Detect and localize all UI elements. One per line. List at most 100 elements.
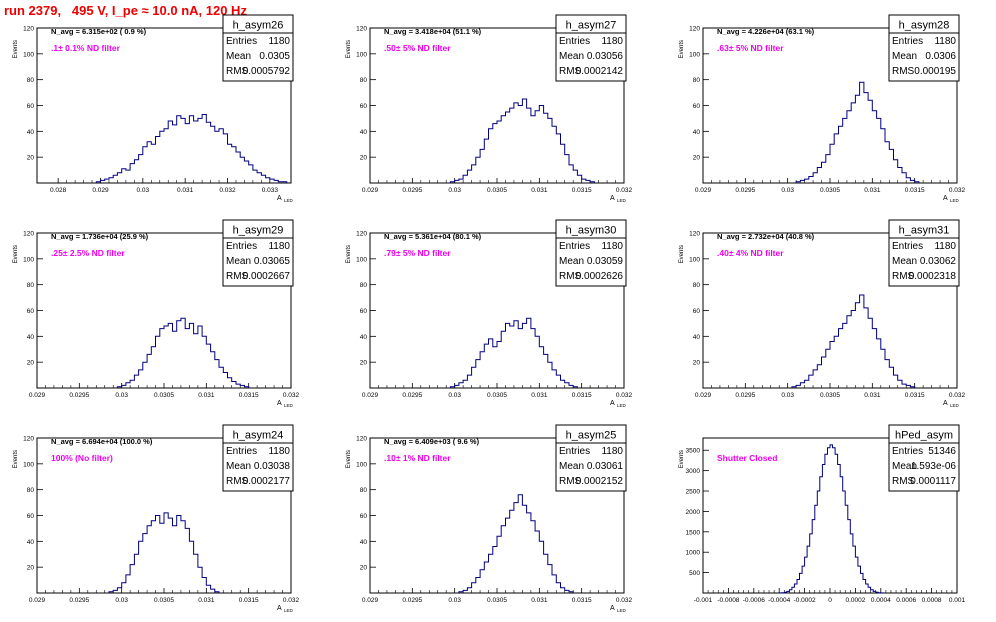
histogram-line: [449, 98, 595, 183]
x-tick-label: 0.03: [115, 597, 128, 604]
stats-label: Entries: [892, 36, 923, 47]
navg-label: N_avg = 6.409e+03 ( 9.6 %): [384, 437, 480, 446]
histogram-line: [778, 444, 884, 594]
stats-title: h_asym29: [233, 225, 284, 237]
x-tick-label: 0.0295: [402, 597, 422, 604]
x-tick-label: 0.03: [137, 187, 150, 194]
stats-value: 1180: [268, 36, 290, 47]
x-tick-label: 0.0305: [487, 392, 507, 399]
x-tick-label: 0.029: [362, 597, 379, 604]
y-tick-label: 100: [23, 461, 34, 468]
x-tick-label: -0.0002: [794, 597, 816, 604]
y-tick-label: 100: [356, 461, 367, 468]
x-tick-label: 0.031: [198, 392, 215, 399]
y-tick-label: 120: [23, 436, 34, 443]
stats-label: Entries: [226, 241, 257, 252]
stats-label: Mean: [226, 51, 251, 62]
y-tick-label: 40: [27, 539, 35, 546]
x-tick-label: 0.001: [949, 597, 966, 604]
stats-value: 0.03056: [587, 51, 624, 62]
navg-label: N_avg = 4.226e+04 (63.1 %): [717, 27, 815, 36]
histogram-line: [795, 81, 920, 183]
x-tick-label: 0.0315: [572, 392, 592, 399]
stats-label: RMS: [892, 66, 915, 77]
stats-value: 0.0002318: [909, 271, 957, 282]
stats-value: 0.0002667: [243, 271, 291, 282]
x-axis-title: A: [943, 195, 948, 202]
y-tick-label: 500: [689, 570, 700, 577]
filter-note: Shutter Closed: [717, 453, 777, 463]
y-tick-label: 40: [360, 539, 368, 546]
y-tick-label: 20: [27, 155, 35, 162]
y-tick-label: 40: [27, 129, 35, 136]
stats-title: hPed_asym: [895, 430, 953, 442]
histogram-panel-h_asym27: 0.029 0.0295 0.03 0.0305 0.031 0.0315 0.032 20 4…: [346, 14, 633, 203]
y-axis-title: Events: [679, 40, 685, 58]
y-tick-label: 60: [27, 103, 35, 110]
histogram-panel-h_asym31: 0.029 0.0295 0.03 0.0305 0.031 0.0315 0.032 20 4…: [679, 219, 966, 408]
x-axis-title: A: [277, 195, 282, 202]
y-tick-label: 120: [356, 231, 367, 238]
y-tick-label: 120: [689, 231, 700, 238]
x-tick-label: 0.032: [616, 392, 633, 399]
x-tick-label: 0.0315: [905, 187, 925, 194]
y-tick-label: 100: [689, 256, 700, 263]
y-tick-label: 80: [27, 282, 35, 289]
x-axis-subscript: LED: [617, 198, 627, 203]
stats-box: h_asym28 Entries 1180 Mean 0.0306 RMS 0.000195: [888, 14, 960, 82]
stats-label: Entries: [559, 36, 590, 47]
y-axis-title: Events: [346, 245, 352, 263]
x-tick-label: 0.0315: [572, 187, 592, 194]
x-tick-label: 0.031: [531, 597, 548, 604]
stats-box: h_asym26 Entries 1180 Mean 0.0305 RMS0.000579…: [222, 14, 294, 82]
x-tick-label: 0.0305: [154, 597, 174, 604]
x-tick-label: 0.0295: [735, 187, 755, 194]
navg-label: N_avg = 5.361e+04 (80.1 %): [384, 232, 482, 241]
x-tick-label: 0.032: [616, 597, 633, 604]
stats-label: Entries: [559, 241, 590, 252]
x-tick-label: 0.0315: [239, 392, 259, 399]
stats-body: [888, 237, 960, 287]
x-tick-label: 0.032: [949, 392, 966, 399]
x-tick-label: 0.0305: [820, 392, 840, 399]
y-tick-label: 40: [360, 334, 368, 341]
x-tick-label: 0.0315: [572, 597, 592, 604]
x-axis-title: A: [277, 400, 282, 407]
filter-note: .10± 1% ND filter: [384, 453, 451, 463]
stats-label: Mean: [892, 461, 917, 472]
stats-title: h_asym27: [566, 20, 617, 32]
filter-note: .50± 5% ND filter: [384, 43, 451, 53]
y-tick-label: 120: [356, 26, 367, 33]
x-tick-label: 0.03: [781, 187, 794, 194]
stats-label: Mean: [559, 256, 584, 267]
stats-value: 0.0002626: [576, 271, 624, 282]
stats-box: h_asym27 Entries 1180 Mean 0.03056 RMS0.00021…: [555, 14, 627, 82]
navg-label: N_avg = 1.736e+04 (25.9 %): [51, 232, 149, 241]
stats-title: h_asym24: [233, 430, 284, 442]
y-tick-label: 60: [360, 513, 368, 520]
stats-value: 1180: [934, 241, 956, 252]
y-tick-label: 80: [27, 77, 35, 84]
y-tick-label: 40: [693, 334, 701, 341]
x-tick-label: 0.0295: [69, 597, 89, 604]
stats-label: Mean: [226, 461, 251, 472]
stats-label: RMS: [892, 271, 915, 282]
y-axis-title: Events: [13, 40, 19, 58]
x-axis-subscript: LED: [950, 198, 960, 203]
y-tick-label: 2000: [686, 509, 701, 516]
y-tick-label: 120: [23, 26, 34, 33]
stats-box: h_asym29 Entries 1180 Mean 0.03065 RMS0.00026…: [222, 219, 294, 287]
stats-value: 1180: [601, 446, 623, 457]
y-tick-label: 100: [356, 51, 367, 58]
stats-label: RMS: [559, 271, 582, 282]
stats-label: Entries: [226, 36, 257, 47]
x-tick-label: 0.0305: [487, 597, 507, 604]
stats-title: h_asym31: [899, 225, 950, 237]
histogram-line: [449, 317, 578, 388]
x-tick-label: 0.0315: [239, 597, 259, 604]
stats-label: RMS: [226, 66, 249, 77]
y-tick-label: 20: [27, 565, 35, 572]
x-tick-label: 0.0295: [69, 392, 89, 399]
filter-note: .1± 0.1% ND filter: [51, 43, 121, 53]
